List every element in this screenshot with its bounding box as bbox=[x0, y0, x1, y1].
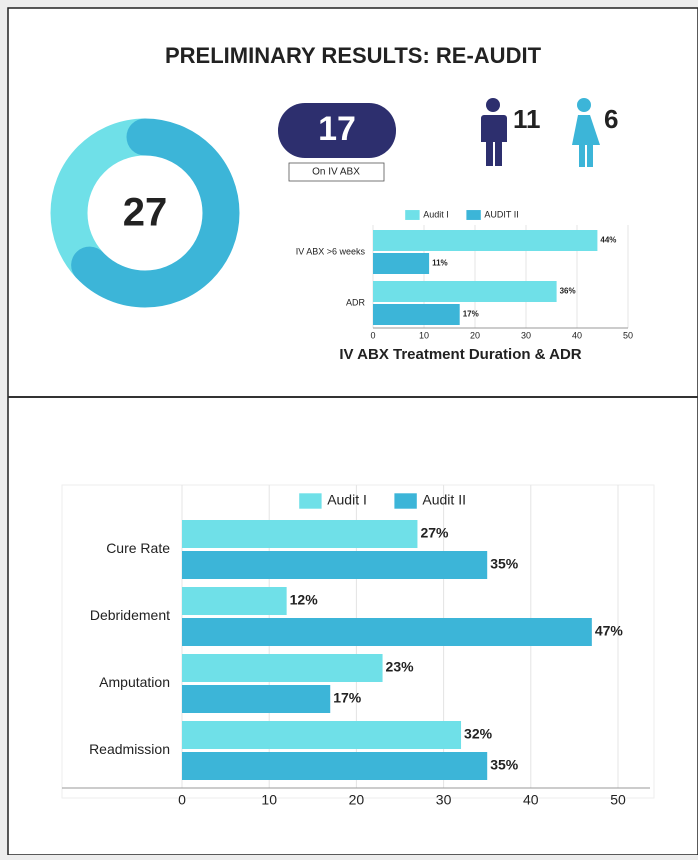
value-label: 17% bbox=[333, 690, 362, 706]
legend-label: AUDIT II bbox=[484, 209, 518, 219]
bar bbox=[373, 230, 598, 251]
legend-label: Audit I bbox=[423, 209, 449, 219]
bar bbox=[182, 721, 462, 749]
category-label: IV ABX >6 weeks bbox=[296, 246, 366, 256]
category-label: ADR bbox=[346, 297, 366, 307]
value-label: 44% bbox=[600, 236, 616, 245]
bar bbox=[182, 685, 331, 713]
bar bbox=[182, 587, 287, 615]
value-label: 36% bbox=[560, 287, 576, 296]
x-tick-label: 10 bbox=[419, 330, 429, 340]
x-tick-label: 0 bbox=[178, 791, 186, 807]
chart-title: IV ABX Treatment Duration & ADR bbox=[339, 346, 581, 363]
bar bbox=[182, 520, 418, 548]
category-label: Cure Rate bbox=[106, 540, 170, 556]
x-tick-label: 40 bbox=[572, 330, 582, 340]
female-icon bbox=[572, 98, 600, 167]
value-label: 32% bbox=[464, 726, 493, 742]
value-label: 47% bbox=[595, 623, 624, 639]
bar bbox=[373, 304, 460, 325]
x-tick-label: 30 bbox=[521, 330, 531, 340]
legend-label: Audit I bbox=[327, 492, 367, 508]
iv-abx-pill bbox=[278, 103, 396, 158]
legend-swatch bbox=[394, 493, 417, 509]
chart-frame bbox=[61, 484, 655, 799]
male-icon bbox=[481, 98, 507, 166]
value-label: 11% bbox=[432, 259, 448, 268]
x-tick-label: 40 bbox=[523, 791, 539, 807]
category-label: Readmission bbox=[89, 741, 170, 757]
x-tick-label: 0 bbox=[370, 330, 375, 340]
bar bbox=[182, 618, 592, 646]
category-label: Debridement bbox=[90, 607, 170, 623]
x-tick-label: 10 bbox=[261, 791, 277, 807]
value-label: 17% bbox=[463, 310, 479, 319]
legend-swatch bbox=[466, 210, 481, 220]
legend-swatch bbox=[405, 210, 420, 220]
value-label: 27% bbox=[420, 525, 449, 541]
iv-abx-count: 17 bbox=[318, 110, 356, 148]
x-tick-label: 30 bbox=[436, 791, 452, 807]
x-tick-label: 50 bbox=[623, 330, 633, 340]
value-label: 12% bbox=[290, 592, 319, 608]
legend-label: Audit II bbox=[422, 492, 466, 508]
male-count: 11 bbox=[513, 104, 541, 134]
category-label: Amputation bbox=[99, 674, 170, 690]
female-count: 6 bbox=[604, 104, 618, 134]
bar bbox=[373, 281, 557, 302]
iv-abx-label: On IV ABX bbox=[312, 167, 360, 178]
bar bbox=[373, 253, 430, 274]
donut-total: 27 bbox=[123, 191, 168, 235]
x-tick-label: 20 bbox=[349, 791, 365, 807]
value-label: 35% bbox=[490, 556, 519, 572]
value-label: 35% bbox=[490, 757, 519, 773]
legend-swatch bbox=[299, 493, 322, 509]
title: PRELIMINARY RESULTS: RE-AUDIT bbox=[165, 43, 542, 68]
bar bbox=[182, 654, 383, 682]
donut-segment bbox=[50, 118, 240, 308]
bar bbox=[182, 752, 488, 780]
x-tick-label: 20 bbox=[470, 330, 480, 340]
bar bbox=[182, 551, 488, 579]
iv-abx-label-box bbox=[288, 162, 385, 182]
value-label: 23% bbox=[386, 659, 415, 675]
x-tick-label: 50 bbox=[610, 791, 626, 807]
